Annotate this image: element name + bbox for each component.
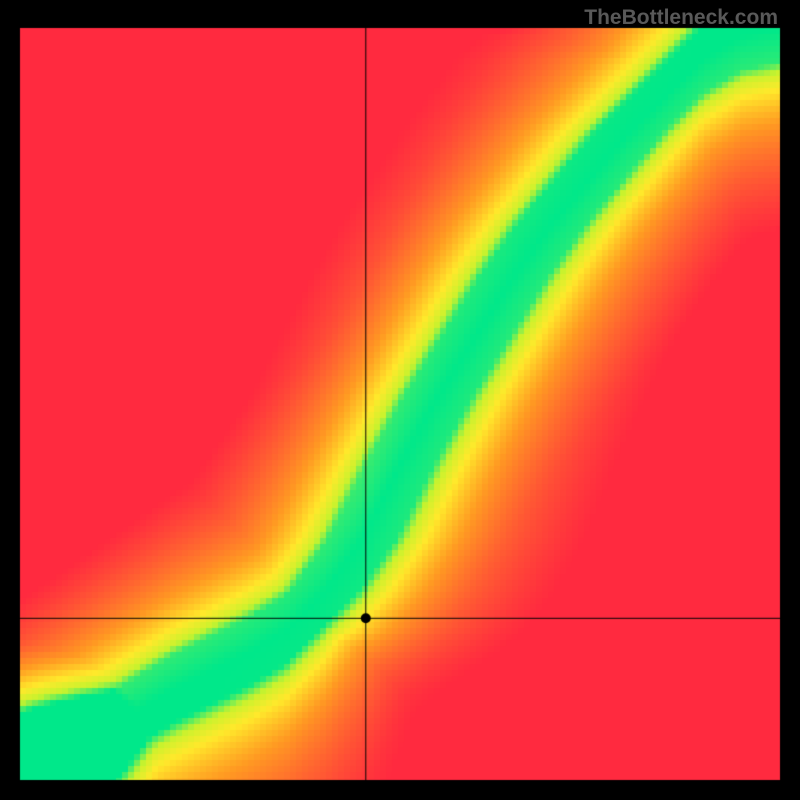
heatmap-canvas <box>0 0 800 800</box>
attribution-text: TheBottleneck.com <box>584 6 778 30</box>
chart-container: TheBottleneck.com <box>0 0 800 800</box>
